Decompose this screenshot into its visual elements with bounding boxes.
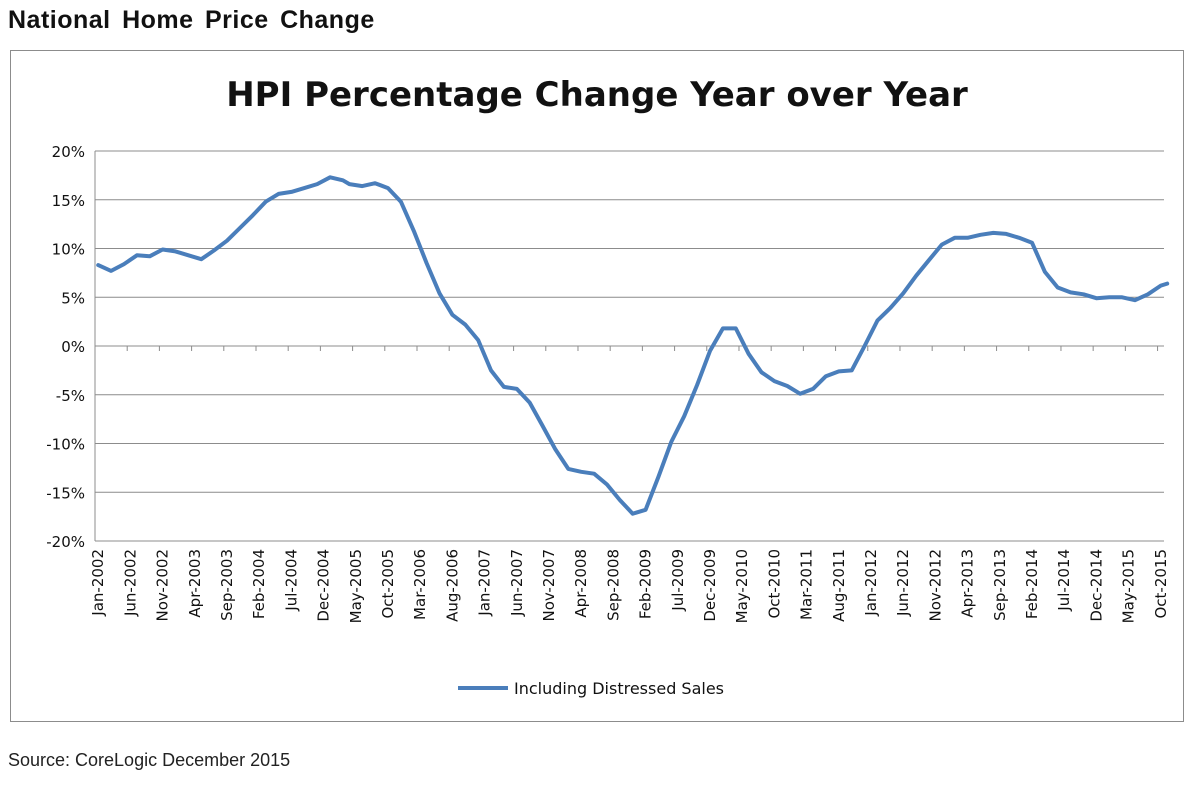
x-tick-label: May-2015 bbox=[1120, 549, 1138, 623]
y-tick-label: 5% bbox=[61, 289, 85, 307]
hpi-line-chart: 20% 15% 10% 5% 0% -5% -10% -15% -20%Jan-2002 Jun-… bbox=[46, 143, 1170, 698]
x-tick-label: Feb-2014 bbox=[1023, 549, 1041, 619]
y-tick-label: 15% bbox=[52, 192, 85, 210]
series-line-including-distressed-sales bbox=[96, 175, 1170, 516]
x-tick-label: Dec-2014 bbox=[1087, 549, 1105, 622]
x-tick-label: Apr-2013 bbox=[959, 549, 977, 618]
x-tick-label: Oct-2005 bbox=[379, 549, 397, 619]
x-tick-label: Oct-2010 bbox=[765, 549, 783, 619]
x-tick-label: Jan-2002 bbox=[89, 549, 107, 617]
x-tick-label: Apr-2008 bbox=[572, 549, 590, 618]
x-tick-label: Feb-2009 bbox=[637, 549, 655, 619]
page-title: National Home Price Change bbox=[8, 6, 375, 34]
x-tick-label: Jun-2007 bbox=[508, 549, 526, 617]
x-tick-label: Dec-2004 bbox=[315, 549, 333, 622]
x-tick-label: Apr-2003 bbox=[186, 549, 204, 618]
x-tick-label: May-2005 bbox=[347, 549, 365, 623]
chart-frame: HPI Percentage Change Year over Year 20%… bbox=[10, 50, 1184, 722]
y-tick-label: -5% bbox=[56, 387, 85, 405]
source-note: Source: CoreLogic December 2015 bbox=[8, 750, 291, 770]
x-tick-label: Jan-2012 bbox=[862, 549, 880, 617]
x-tick-label: Sep-2003 bbox=[218, 549, 236, 621]
x-tick-label: Oct-2015 bbox=[1152, 549, 1170, 619]
x-tick-label: Aug-2006 bbox=[443, 549, 461, 622]
x-tick-label: Jul-2014 bbox=[1055, 549, 1073, 612]
x-tick-label: Jul-2009 bbox=[669, 549, 687, 612]
x-tick-label: May-2010 bbox=[733, 549, 751, 623]
x-tick-label: Jun-2002 bbox=[121, 549, 139, 617]
legend-label: Including Distressed Sales bbox=[514, 679, 724, 698]
y-tick-label: 0% bbox=[61, 338, 85, 356]
x-tick-label: Mar-2006 bbox=[411, 549, 429, 620]
x-tick-label: Sep-2013 bbox=[991, 549, 1009, 621]
x-tick-label: Jul-2004 bbox=[282, 549, 300, 612]
chart-title: HPI Percentage Change Year over Year bbox=[226, 75, 968, 115]
x-tick-label: Nov-2007 bbox=[540, 549, 558, 621]
x-tick-label: Jun-2012 bbox=[894, 549, 912, 617]
y-tick-label: 10% bbox=[52, 241, 85, 259]
x-tick-label: Nov-2012 bbox=[926, 549, 944, 621]
y-tick-label: 20% bbox=[52, 143, 85, 161]
x-tick-label: Dec-2009 bbox=[701, 549, 719, 622]
y-tick-label: -15% bbox=[46, 484, 85, 502]
x-tick-label: Jan-2007 bbox=[476, 549, 494, 617]
x-tick-label: Sep-2008 bbox=[604, 549, 622, 621]
x-tick-label: Aug-2011 bbox=[830, 549, 848, 622]
y-tick-label: -20% bbox=[46, 533, 85, 551]
x-tick-label: Mar-2011 bbox=[798, 549, 816, 620]
x-tick-label: Feb-2004 bbox=[250, 549, 268, 619]
x-tick-label: Nov-2002 bbox=[154, 549, 172, 621]
y-tick-label: -10% bbox=[46, 436, 85, 454]
